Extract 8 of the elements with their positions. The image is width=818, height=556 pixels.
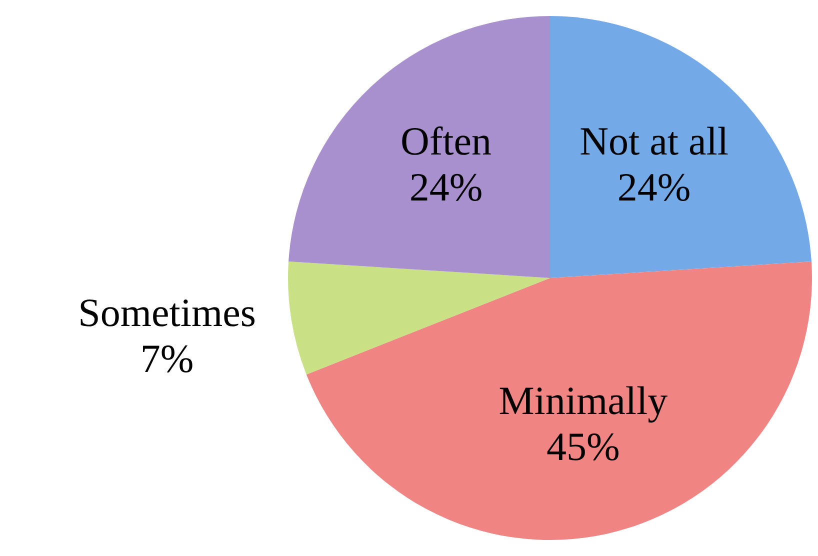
- slice-label: Sometimes: [78, 290, 256, 336]
- slice-label: Often: [400, 118, 492, 164]
- data-label: 45%: [546, 424, 620, 469]
- slice-label: Minimally: [498, 378, 668, 423]
- data-label: 7%: [140, 336, 194, 382]
- slice-label: Not at all: [580, 118, 728, 164]
- data-label: 24%: [409, 164, 483, 210]
- data-label: 24%: [617, 164, 691, 210]
